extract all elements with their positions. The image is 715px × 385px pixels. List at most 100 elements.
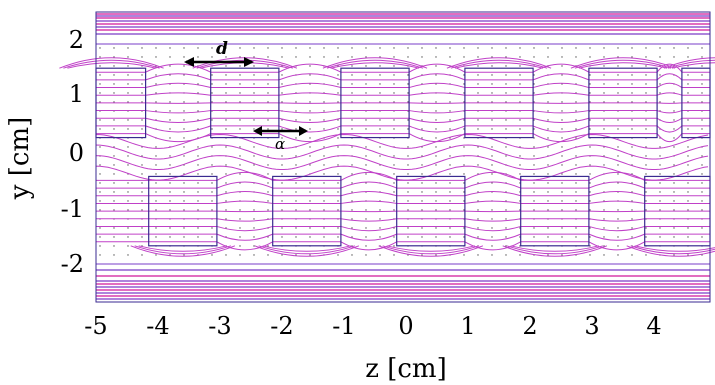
arrow-dot [239,164,241,166]
arrow-dot [351,65,353,67]
arrow-dot [183,236,185,238]
arrow-dot [617,92,619,94]
arrow-dot [407,101,409,103]
arrow-dot [267,200,269,202]
d-dimension-marker: d [184,39,254,67]
arrow-dot [113,182,115,184]
arrow-dot [491,119,493,121]
arrow-dot [477,218,479,220]
arrow-dot [645,65,647,67]
arrow-dot [393,74,395,76]
arrow-dot [449,56,451,58]
arrow-dot [519,83,521,85]
arrow-dot [659,182,661,184]
arrow-dot [603,254,605,256]
arrow-dot [575,47,577,49]
arrow-dot [99,101,101,103]
arrow-dot [631,128,633,130]
arrow-dot [589,164,591,166]
arrow-dot [169,155,171,157]
arrow-dot [99,47,101,49]
arrow-dot [645,47,647,49]
arrow-dot [505,119,507,121]
arrow-dot [281,236,283,238]
arrow-dot [575,119,577,121]
arrow-dot [435,182,437,184]
field-line [330,62,420,69]
field-line [145,92,211,96]
field-line [574,59,672,69]
arrow-dot [99,245,101,247]
arrow-dot [575,227,577,229]
y-tick-label: -1 [61,195,84,223]
arrow-dot [281,191,283,193]
arrow-dot [421,110,423,112]
arrow-dot [421,182,423,184]
arrow-dot [589,47,591,49]
arrow-dot [197,47,199,49]
field-line [145,73,211,81]
arrow-dot [99,173,101,175]
arrow-dot [281,164,283,166]
arrow-dot [673,227,675,229]
x-tick-label: -5 [84,312,107,340]
arrow-dot [645,119,647,121]
arrow-dot [211,101,213,103]
arrow-dot [561,74,563,76]
arrow-dot [687,209,689,211]
arrow-dot [407,146,409,148]
arrow-dot [673,191,675,193]
arrow-dot [645,128,647,130]
arrow-dot [701,101,703,103]
arrow-dot [113,173,115,175]
field-line [446,57,552,69]
arrow-dot [505,101,507,103]
field-line [588,241,645,251]
plot-frame [95,11,711,303]
arrow-dot [491,236,493,238]
arrow-dot [365,65,367,67]
arrow-dot [463,47,465,49]
arrow-dot [575,236,577,238]
field-line [533,110,589,114]
arrow-dot [239,218,241,220]
arrow-dot [491,56,493,58]
y-tick-label: 1 [69,80,84,108]
arrow-dot [113,209,115,211]
arrow-dot [421,164,423,166]
arrow-dot [183,56,185,58]
field-line [216,171,273,181]
arrow-dot [435,74,437,76]
field-line [134,245,232,255]
arrow-dot [393,47,395,49]
arrow-dot [491,173,493,175]
arrow-dot [589,227,591,229]
arrow-dot [561,101,563,103]
arrow-dot [365,155,367,157]
arrow-dot [505,83,507,85]
x-tick-label: 2 [522,312,537,340]
arrow-dot [309,119,311,121]
arrow-dot [631,236,633,238]
arrow-dot [505,146,507,148]
arrow-dot [379,101,381,103]
arrow-dot [631,74,633,76]
arrow-dot [281,200,283,202]
field-line [588,181,645,189]
arrow-dot [435,209,437,211]
arrow-dot [365,56,367,58]
arrow-dot [393,191,395,193]
arrow-dot [295,155,297,157]
arrow-dot [491,155,493,157]
arrow-dot [701,227,703,229]
arrow-dot [393,128,395,130]
arrow-dot [673,182,675,184]
arrow-dot [239,65,241,67]
arrow-dot [183,254,185,256]
arrow-dot [169,191,171,193]
arrow-dot [323,119,325,121]
arrow-dot [99,191,101,193]
arrow-dot [141,92,143,94]
arrow-dot [463,164,465,166]
arrow-dot [477,236,479,238]
